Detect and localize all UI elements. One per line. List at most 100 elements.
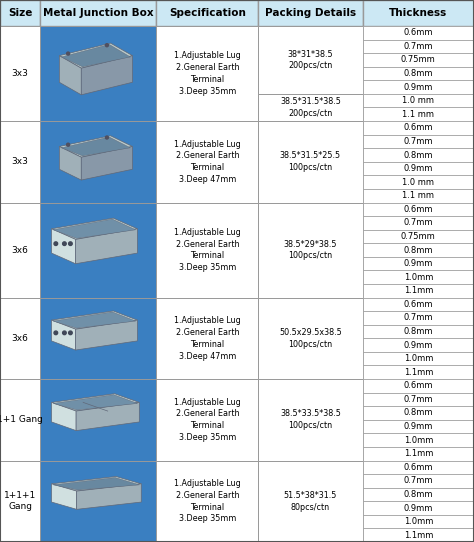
Bar (363, 189, 474, 203)
Bar (363, 365, 474, 379)
Bar (363, 528, 474, 542)
Text: Thickness: Thickness (389, 8, 447, 18)
Text: 0.75mm: 0.75mm (401, 232, 436, 241)
Text: 0.9mm: 0.9mm (404, 340, 433, 350)
Polygon shape (52, 311, 137, 329)
Text: 3x3: 3x3 (12, 157, 28, 166)
Bar (156, 26, 258, 121)
Polygon shape (59, 136, 133, 157)
Text: 1.1mm: 1.1mm (404, 449, 433, 458)
Bar (363, 515, 474, 528)
Polygon shape (76, 402, 139, 430)
Text: 0.9mm: 0.9mm (404, 259, 433, 268)
Bar (40, 203, 156, 298)
Text: 0.8mm: 0.8mm (403, 327, 433, 336)
Text: 1.1mm: 1.1mm (404, 286, 433, 295)
Bar (156, 461, 258, 542)
Bar (363, 284, 474, 298)
Bar (363, 338, 474, 352)
Bar (0, 121, 40, 203)
Bar (156, 379, 258, 461)
Polygon shape (59, 146, 81, 180)
Text: 0.9mm: 0.9mm (404, 504, 433, 513)
Text: 1.0 mm: 1.0 mm (402, 96, 434, 105)
Polygon shape (52, 320, 75, 350)
Text: 51.5*38*31.5
80pcs/ctn: 51.5*38*31.5 80pcs/ctn (284, 491, 337, 512)
Bar (363, 434, 474, 447)
Bar (0, 461, 40, 542)
Bar (363, 379, 474, 392)
Polygon shape (54, 478, 139, 490)
Bar (363, 474, 474, 488)
Text: Packing Details: Packing Details (265, 8, 356, 18)
Polygon shape (81, 56, 133, 95)
Bar (156, 203, 258, 298)
Text: 1.0mm: 1.0mm (404, 517, 433, 526)
Bar (258, 379, 363, 461)
Bar (40, 0, 156, 26)
Bar (258, 94, 363, 121)
Bar (258, 121, 363, 203)
Text: 0.6mm: 0.6mm (403, 28, 433, 37)
Text: 38*31*38.5
200pcs/ctn: 38*31*38.5 200pcs/ctn (288, 49, 333, 70)
Bar (40, 298, 156, 379)
Bar (363, 325, 474, 338)
Polygon shape (52, 229, 75, 264)
Polygon shape (59, 43, 133, 68)
Text: 1.1mm: 1.1mm (404, 531, 433, 540)
Polygon shape (53, 395, 137, 410)
Polygon shape (53, 312, 136, 328)
Bar (363, 352, 474, 365)
Polygon shape (52, 393, 139, 411)
Polygon shape (52, 402, 76, 430)
Bar (258, 461, 363, 542)
Text: 0.75mm: 0.75mm (401, 55, 436, 64)
Bar (363, 176, 474, 189)
Bar (363, 488, 474, 501)
Text: 1.Adjustable Lug
2.General Earth
Terminal
3.Deep 35mm: 1.Adjustable Lug 2.General Earth Termina… (174, 398, 241, 442)
Polygon shape (75, 320, 137, 350)
Text: 0.6mm: 0.6mm (403, 463, 433, 472)
Bar (0, 203, 40, 298)
Text: 3x3: 3x3 (12, 69, 28, 78)
Text: 38.5*31.5*38.5
200pcs/ctn: 38.5*31.5*38.5 200pcs/ctn (280, 97, 341, 118)
Bar (40, 461, 156, 542)
Text: 0.7mm: 0.7mm (403, 476, 433, 486)
Text: 3x6: 3x6 (12, 246, 28, 255)
Bar (156, 298, 258, 379)
Bar (363, 40, 474, 53)
Text: 38.5*29*38.5
100pcs/ctn: 38.5*29*38.5 100pcs/ctn (284, 240, 337, 261)
Bar (363, 230, 474, 243)
Text: 1.0mm: 1.0mm (404, 273, 433, 282)
Text: 0.8mm: 0.8mm (403, 490, 433, 499)
Bar (363, 420, 474, 434)
Bar (258, 0, 363, 26)
Bar (363, 311, 474, 325)
Text: 0.7mm: 0.7mm (403, 218, 433, 228)
Bar (363, 257, 474, 270)
Text: 0.6mm: 0.6mm (403, 124, 433, 132)
Polygon shape (62, 137, 130, 156)
Bar (363, 501, 474, 515)
Bar (363, 203, 474, 216)
Circle shape (54, 242, 58, 246)
Bar (258, 26, 363, 94)
Bar (258, 298, 363, 379)
Text: 0.8mm: 0.8mm (403, 69, 433, 78)
Text: 1.Adjustable Lug
2.General Earth
Terminal
3.Deep 35mm: 1.Adjustable Lug 2.General Earth Termina… (174, 51, 241, 96)
Bar (156, 121, 258, 203)
Bar (363, 461, 474, 474)
Bar (363, 447, 474, 461)
Bar (258, 203, 363, 298)
Circle shape (69, 331, 72, 334)
Bar (363, 216, 474, 230)
Bar (0, 298, 40, 379)
Polygon shape (75, 229, 137, 264)
Circle shape (63, 242, 66, 246)
Polygon shape (62, 44, 130, 67)
Circle shape (105, 136, 109, 139)
Text: 1.1 mm: 1.1 mm (402, 191, 434, 200)
Text: 0.9mm: 0.9mm (404, 164, 433, 173)
Text: 0.7mm: 0.7mm (403, 137, 433, 146)
Bar (363, 134, 474, 148)
